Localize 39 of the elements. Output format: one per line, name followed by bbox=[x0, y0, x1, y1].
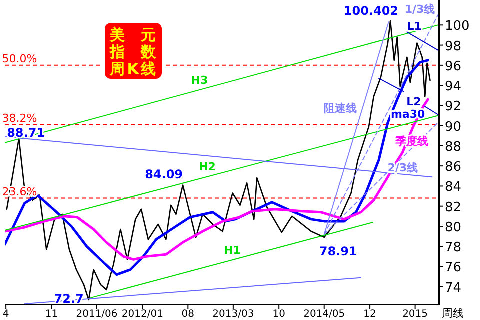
y-tick-label: 88 bbox=[445, 140, 462, 155]
y-tick-label: 90 bbox=[445, 120, 462, 135]
y-tick-label: 86 bbox=[445, 160, 462, 176]
y-tick-label: 82 bbox=[445, 200, 462, 216]
annotation: 38.2% bbox=[2, 112, 38, 125]
x-axis-title: 周线 bbox=[442, 307, 464, 320]
y-tick-label: 100 bbox=[445, 19, 470, 34]
annotation: 100.402 bbox=[344, 4, 399, 18]
x-tick-label: 2015 bbox=[402, 309, 428, 320]
y-tick-label: 84 bbox=[445, 180, 462, 196]
y-tick-label: 76 bbox=[445, 260, 462, 276]
series-label: L1 bbox=[407, 20, 422, 34]
series-label: H2 bbox=[199, 160, 216, 174]
x-tick-label: 2011/06 bbox=[76, 309, 118, 320]
annotation: 50.0% bbox=[2, 52, 38, 66]
y-tick-label: 96 bbox=[445, 59, 462, 74]
x-tick-label: 10 bbox=[272, 309, 286, 320]
annotation: 84.09 bbox=[145, 167, 184, 182]
y-tick-label: 80 bbox=[445, 220, 462, 236]
x-tick-label: 11 bbox=[45, 309, 58, 320]
y-tick-label: 74 bbox=[445, 280, 462, 296]
y-tick-label: 78 bbox=[445, 240, 462, 256]
x-tick-label: 2013/03 bbox=[212, 309, 254, 320]
y-tick-label: 98 bbox=[445, 39, 462, 54]
y-tick-label: 94 bbox=[445, 80, 462, 95]
annotation: 78.91 bbox=[319, 244, 358, 258]
y-tick-label: 92 bbox=[445, 100, 462, 115]
x-tick-label: 08 bbox=[182, 309, 195, 320]
series-label: H1 bbox=[224, 244, 241, 257]
text: 美元指数周K线 bbox=[109, 26, 157, 78]
x-tick-label: 2014/05 bbox=[304, 309, 346, 320]
series-label: L2 bbox=[406, 96, 422, 109]
x-tick-label: 12 bbox=[364, 309, 376, 320]
annotation: 88.71 bbox=[7, 126, 46, 140]
series-label: 阻速线 bbox=[324, 102, 358, 116]
series-label: 1/3线 bbox=[404, 3, 436, 16]
x-tick-label: 2012/01 bbox=[122, 309, 164, 320]
x-tick-label: 4 bbox=[2, 309, 10, 320]
series-label: H3 bbox=[191, 74, 208, 87]
